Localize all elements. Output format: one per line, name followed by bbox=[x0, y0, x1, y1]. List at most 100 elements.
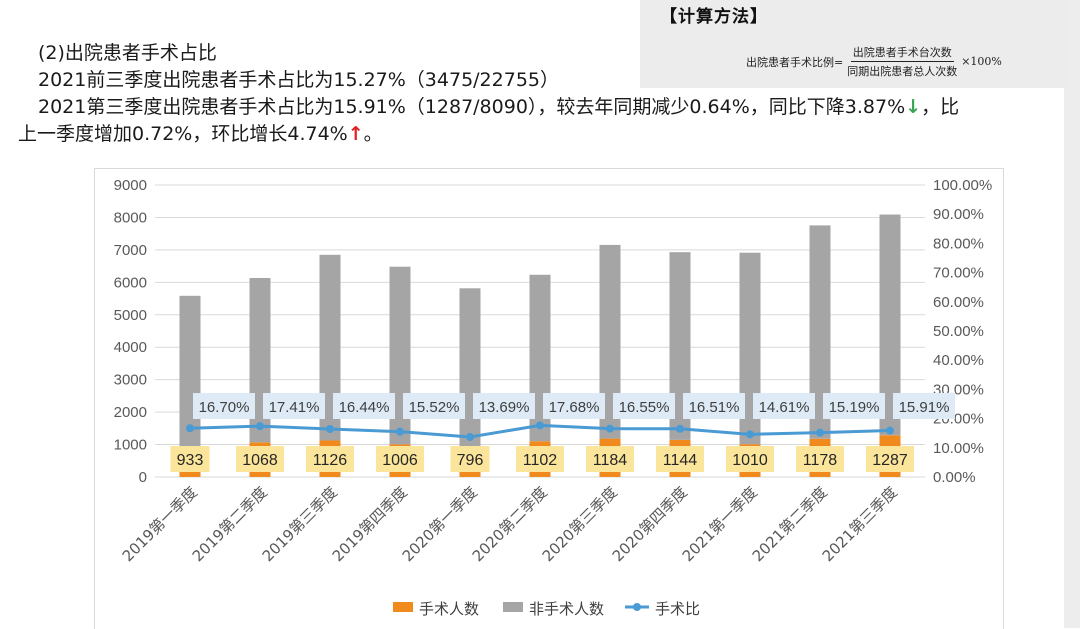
ratio-point bbox=[536, 421, 544, 430]
y-left-tick-label: 7000 bbox=[114, 242, 147, 259]
ratio-point bbox=[886, 426, 894, 435]
formula-heading: 【计算方法】 bbox=[660, 7, 768, 27]
count-label-bg bbox=[656, 446, 704, 472]
bar-non-surgery bbox=[179, 295, 201, 447]
legend-label-ratio: 手术比 bbox=[655, 600, 700, 618]
count-label: 1287 bbox=[872, 452, 908, 469]
y-left-tick-label: 5000 bbox=[114, 307, 147, 324]
ratio-label-bg bbox=[823, 393, 885, 419]
formula-multiplier: ×100% bbox=[961, 55, 1002, 68]
y-right-tick-label: 10.00% bbox=[933, 440, 984, 457]
y-right-tick-label: 70.00% bbox=[933, 265, 984, 282]
y-left-tick-label: 0 bbox=[139, 469, 147, 486]
ratio-label: 16.70% bbox=[199, 399, 250, 416]
ratio-label-bg bbox=[613, 393, 675, 419]
count-label: 1184 bbox=[593, 452, 628, 469]
bar-non-surgery bbox=[599, 244, 621, 439]
count-label: 796 bbox=[457, 452, 484, 469]
ratio-point bbox=[606, 424, 614, 433]
ratio-label: 17.41% bbox=[269, 399, 320, 416]
count-label: 1006 bbox=[382, 452, 418, 469]
legend-label-surgery: 手术人数 bbox=[419, 600, 479, 618]
ratio-label: 15.19% bbox=[829, 399, 880, 416]
ratio-label: 16.55% bbox=[619, 399, 670, 416]
slide-edge bbox=[1064, 0, 1080, 628]
legend-swatch-ratio-point bbox=[633, 603, 641, 611]
count-label-bg bbox=[450, 446, 490, 472]
summary-line-2-tail: ，比 bbox=[921, 96, 960, 118]
legend-label-non-surgery: 非手术人数 bbox=[529, 600, 604, 618]
chart-frame: 0 1000 2000 3000 4000 5000 6000 7000 8000 9000 0.0… bbox=[94, 168, 1004, 629]
bar-non-surgery bbox=[459, 288, 481, 452]
formula-numerator: 出院患者手术台次数 bbox=[850, 44, 954, 62]
section-heading: (2)出院患者手术占比 bbox=[38, 42, 217, 64]
y-left-tick-label: 9000 bbox=[114, 177, 147, 194]
legend-swatch-surgery bbox=[393, 602, 413, 612]
ratio-point bbox=[676, 424, 684, 433]
summary-line-2-text: 2021第三季度出院患者手术占比为15.91%（1287/8090），较去年同期… bbox=[38, 96, 906, 118]
count-label: 1144 bbox=[663, 452, 698, 469]
ratio-point bbox=[186, 424, 194, 433]
bar-non-surgery bbox=[809, 225, 831, 439]
ratio-label-bg bbox=[473, 393, 535, 419]
y-right-tick-label: 80.00% bbox=[933, 235, 984, 252]
formula: 出院患者手术比例= 出院患者手术台次数 同期出院患者总人次数 ×100% bbox=[746, 44, 1002, 79]
arrow-up-icon: ↑ bbox=[347, 123, 364, 145]
ratio-label: 16.44% bbox=[339, 399, 390, 416]
bar-non-surgery bbox=[879, 214, 901, 436]
ratio-label: 16.51% bbox=[689, 399, 740, 416]
ratio-point bbox=[466, 433, 474, 442]
ratio-label-bg bbox=[263, 393, 325, 419]
count-label-bg bbox=[796, 446, 844, 472]
count-label-bg bbox=[516, 446, 564, 472]
count-label-bg bbox=[726, 446, 774, 472]
summary-line-3-tail: 。 bbox=[363, 123, 383, 145]
count-label: 1068 bbox=[242, 452, 278, 469]
bar-non-surgery bbox=[669, 252, 691, 440]
summary-text: (2)出院患者手术占比 2021前三季度出院患者手术占比为15.27%（3475… bbox=[18, 40, 959, 148]
y-right-tick-label: 0.00% bbox=[933, 469, 976, 486]
ratio-label-bg bbox=[753, 393, 815, 419]
y-right-tick-label: 100.00% bbox=[933, 177, 992, 194]
surgery-ratio-chart: 0 1000 2000 3000 4000 5000 6000 7000 8000 9000 0.0… bbox=[114, 177, 993, 618]
count-label-bg bbox=[866, 446, 914, 472]
ratio-label-bg bbox=[403, 393, 465, 419]
formula-box bbox=[640, 0, 1066, 88]
ratio-label: 15.91% bbox=[899, 399, 950, 416]
count-label: 1010 bbox=[732, 452, 768, 469]
y-right-tick-label: 50.00% bbox=[933, 323, 984, 340]
count-label-bg bbox=[306, 446, 354, 472]
y-left-tick-label: 1000 bbox=[114, 437, 147, 454]
ratio-label-bg bbox=[893, 393, 955, 419]
ratio-label: 14.61% bbox=[759, 399, 810, 416]
summary-line-3: 上一季度增加0.72%，环比增长4.74%↑。 bbox=[18, 121, 959, 148]
count-label: 1126 bbox=[313, 452, 348, 469]
formula-denominator: 同期出院患者总人次数 bbox=[847, 65, 958, 78]
y-right-tick-label: 60.00% bbox=[933, 294, 984, 311]
y-right-tick-label: 40.00% bbox=[933, 352, 984, 369]
ratio-label: 13.69% bbox=[479, 399, 530, 416]
y-left-tick-label: 2000 bbox=[114, 404, 147, 421]
count-label: 933 bbox=[177, 452, 204, 469]
count-label-bg bbox=[170, 446, 210, 472]
y-left-tick-label: 3000 bbox=[114, 372, 147, 389]
formula-lhs: 出院患者手术比例= bbox=[746, 55, 844, 69]
ratio-point bbox=[816, 428, 824, 437]
ratio-point bbox=[256, 422, 264, 431]
ratio-label: 15.52% bbox=[409, 399, 460, 416]
y-left-tick-label: 8000 bbox=[114, 209, 147, 226]
y-right-tick-label: 90.00% bbox=[933, 206, 984, 223]
summary-line-2: 2021第三季度出院患者手术占比为15.91%（1287/8090），较去年同期… bbox=[18, 94, 959, 121]
ratio-label: 17.68% bbox=[549, 399, 600, 416]
count-label-bg bbox=[236, 446, 284, 472]
count-label-bg bbox=[586, 446, 634, 472]
count-label-bg bbox=[376, 446, 424, 472]
arrow-down-icon: ↓ bbox=[905, 96, 922, 118]
ratio-label-bg bbox=[193, 393, 255, 419]
count-label: 1178 bbox=[803, 452, 838, 469]
count-label: 1102 bbox=[523, 452, 558, 469]
ratio-point bbox=[396, 427, 404, 436]
category-label: 2021第三季度 bbox=[819, 483, 901, 565]
y-left-tick-label: 6000 bbox=[114, 274, 147, 291]
ratio-label-bg bbox=[683, 393, 745, 419]
